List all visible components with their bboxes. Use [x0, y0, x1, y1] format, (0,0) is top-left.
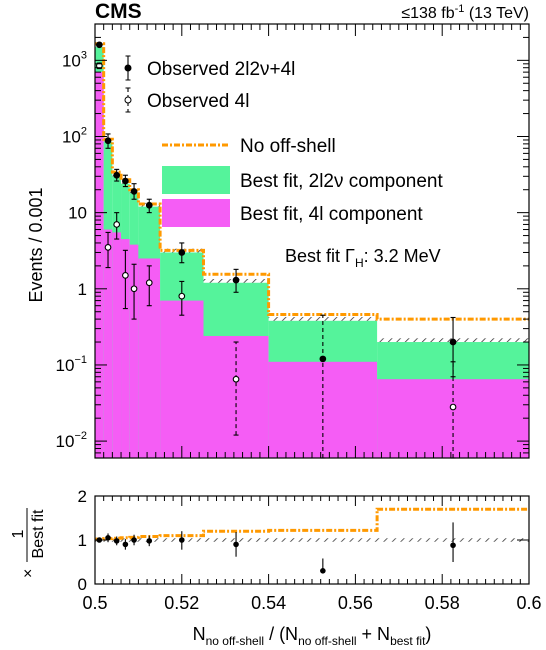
- legend-swatch-3: [162, 166, 230, 194]
- ratio-point-1: [105, 535, 111, 541]
- ratio-uncertainty-hatch: [95, 538, 529, 542]
- observed-all-point-4: [130, 188, 138, 195]
- bar-4l-bin-1: [103, 229, 113, 458]
- ytick-label-5: 10−2: [56, 430, 87, 451]
- lumi-exponent: -1: [455, 3, 465, 15]
- observed-4l-point-8: [449, 403, 457, 411]
- legend-label-3: Best fit, 2l2ν component: [240, 171, 443, 192]
- observed-4l-point-7: [232, 375, 240, 383]
- observed-4l-point-5: [145, 279, 153, 287]
- ratio-ytick-label-1: 1: [78, 531, 87, 550]
- experiment-label: CMS: [95, 0, 142, 23]
- main-data-points: [95, 41, 457, 459]
- xtick-label-3: 0.56: [338, 593, 373, 613]
- observed-all-point-1: [104, 137, 112, 145]
- xtick-label-1: 0.52: [164, 593, 199, 613]
- observed-all-point-8: [319, 355, 327, 363]
- bar-4l-bin-2: [112, 232, 122, 458]
- ytick-label-0: 103: [62, 49, 87, 70]
- bar-4l-bin-4: [129, 244, 139, 458]
- legend-label-2: No off-shell: [240, 136, 336, 157]
- legend-label-1: Observed 4l: [147, 91, 249, 112]
- ratio-axis-ticks: 0 1 2 0.5 0.52 0.54 0.56 0.58 0.6: [78, 487, 542, 613]
- ratio-point-6: [179, 537, 185, 543]
- bar-4l-bin-3: [121, 239, 130, 458]
- observed-all-point-9: [449, 338, 457, 346]
- ratio-no-offshell-line: [95, 507, 529, 541]
- observed-4l-point-6: [178, 292, 186, 300]
- ratio-point-9: [450, 542, 456, 549]
- no-offshell-line: [95, 42, 529, 321]
- ratio-y-axis-label: 1 × Best fit: [10, 508, 47, 578]
- bar-4l-bin-5: [138, 258, 161, 458]
- observed-all-point-6: [178, 249, 186, 256]
- legend-swatch-4: [162, 199, 230, 227]
- ratio-hatch-band: [95, 538, 529, 542]
- ratio-point-4: [131, 537, 137, 543]
- ratio-ylabel-times: ×: [20, 569, 37, 578]
- ratio-point-8: [320, 568, 326, 574]
- legend-label-0: Observed 2l2ν+4l: [147, 59, 295, 80]
- main-y-axis-label: Events / 0.001: [26, 187, 46, 302]
- xtick-label-0: 0.5: [82, 593, 107, 613]
- ratio-point-3: [122, 541, 129, 548]
- ytick-label-4: 10−1: [56, 354, 87, 375]
- ratio-ytick-label-0: 0: [78, 575, 87, 594]
- observed-all-point-3: [122, 177, 129, 185]
- ytick-label-3: 1: [78, 280, 87, 299]
- observed-all-point-7: [232, 276, 240, 284]
- observed-4l-point-3: [122, 272, 129, 279]
- observed-all-point-5: [145, 201, 153, 209]
- observed-4l-point-1: [104, 244, 112, 251]
- xtick-label-5: 0.6: [516, 593, 541, 613]
- observed-all-point-0: [95, 41, 103, 49]
- bar-4l-bin-0: [95, 72, 104, 458]
- legend-marker-0: [124, 64, 132, 72]
- hatch-bin-8: [268, 317, 378, 321]
- main-step-lines: [95, 42, 529, 321]
- ratio-point-7: [233, 541, 239, 548]
- observed-4l-point-2: [113, 221, 121, 228]
- legend: Observed 2l2ν+4l Observed 4l No off-shell B…: [124, 55, 443, 227]
- ratio-no-offshell-path: [95, 507, 529, 541]
- ratio-ylabel-num: 1: [10, 529, 27, 538]
- xtick-label-4: 0.58: [425, 593, 460, 613]
- ratio-data-points: [96, 522, 456, 574]
- ratio-point-5: [146, 538, 153, 544]
- ratio-ytick-label-2: 2: [78, 487, 87, 506]
- xtick-label-2: 0.54: [251, 593, 286, 613]
- legend-label-4: Best fit, 4l component: [240, 204, 423, 225]
- ytick-label-1: 102: [62, 125, 87, 146]
- x-axis-label: Nno off-shell / (Nno off-shell + Nbest f…: [193, 624, 432, 648]
- observed-4l-point-4: [130, 285, 138, 293]
- ratio-ylabel-den: Best fit: [30, 509, 47, 558]
- observed-all-point-2: [113, 171, 121, 179]
- lumi-label: ≤138 fb-1 (13 TeV): [401, 3, 529, 22]
- ratio-plot: 0 1 2 0.5 0.52 0.54 0.56 0.58 0.6: [78, 487, 542, 613]
- best-fit-annotation: Best fit ΓH: 3.2 MeV: [285, 246, 441, 270]
- legend-marker-1: [124, 96, 132, 104]
- bar-4l-bin-6: [160, 300, 204, 458]
- ytick-label-2: 10: [68, 204, 87, 223]
- ratio-point-2: [113, 538, 120, 544]
